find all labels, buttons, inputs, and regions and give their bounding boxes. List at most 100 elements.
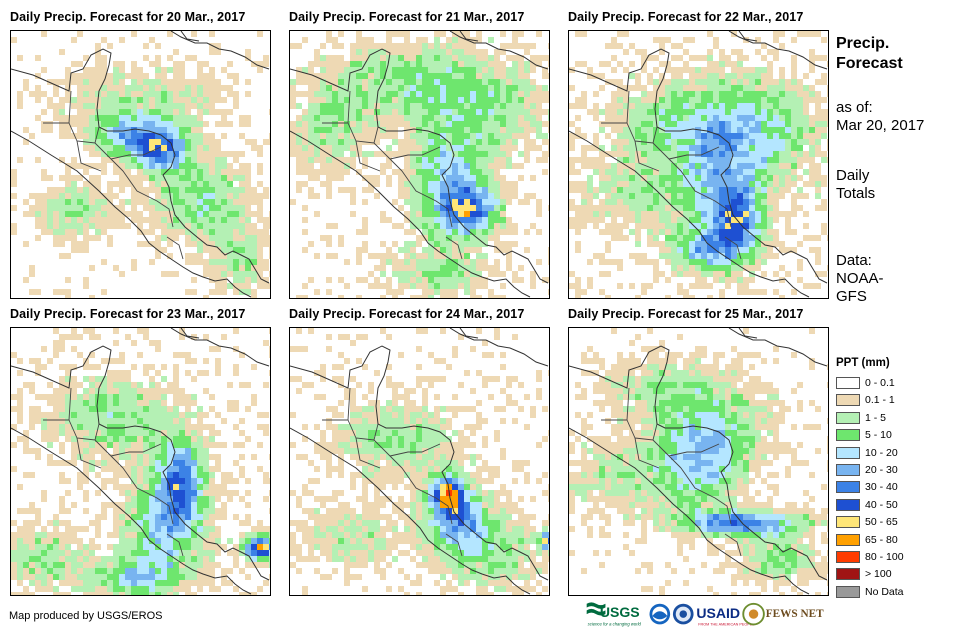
legend-label: 1 - 5: [865, 411, 887, 424]
legend-swatch: [836, 377, 860, 389]
fewsnet-logo: FEWS NET: [742, 602, 824, 626]
legend-label: > 100: [865, 568, 892, 581]
coastline: [569, 427, 810, 595]
precip-field: [569, 31, 828, 298]
coastline: [738, 31, 758, 42]
coastline: [290, 48, 549, 284]
country-borders: [601, 387, 742, 557]
country-borders: [43, 90, 184, 260]
coastline: [449, 31, 549, 70]
legend-label: 20 - 30: [865, 464, 898, 476]
legend-swatch: [836, 585, 860, 598]
legend-swatch: [836, 464, 860, 476]
coastline: [11, 345, 270, 581]
legend-swatch: [836, 516, 860, 529]
coastline: [180, 328, 200, 339]
coastline: [11, 48, 270, 284]
precip-map-svg: [290, 328, 549, 595]
side-title: Precip. Forecast: [836, 34, 903, 74]
legend-label: 0 - 0.1: [865, 377, 895, 389]
coastline: [728, 328, 828, 367]
legend-label: 65 - 80: [865, 533, 898, 546]
country-borders: [601, 90, 742, 260]
logos-strip: USGS science for a changing world USAID …: [586, 602, 824, 627]
legend-label: 40 - 50: [865, 498, 898, 511]
panel-title-5: Daily Precip. Forecast for 24 Mar., 2017: [289, 307, 525, 321]
legend-title: PPT (mm): [836, 357, 890, 369]
country-borders: [322, 387, 463, 557]
legend-swatch: [836, 411, 860, 424]
precip-map-svg: [11, 31, 270, 298]
forecast-map-4: [10, 327, 271, 596]
panel-title-4: Daily Precip. Forecast for 23 Mar., 2017: [10, 307, 246, 321]
totals-block: Daily Totals: [836, 167, 875, 203]
coastline: [290, 345, 549, 581]
totals-line1: Daily: [836, 167, 870, 184]
coastline: [459, 328, 479, 339]
country-borders: [322, 90, 463, 260]
data-source-block: Data: NOAA- GFS: [836, 252, 884, 306]
forecast-map-1: [10, 30, 271, 299]
legend-label: 10 - 20: [865, 446, 898, 459]
coastline: [11, 130, 252, 298]
forecast-map-5: [289, 327, 550, 596]
usgs-logo-text: USGS: [600, 604, 640, 620]
data-source-line3: GFS: [836, 288, 867, 305]
usgs-tagline: science for a changing world: [588, 621, 642, 626]
coastline: [459, 31, 479, 42]
forecast-map-6: [568, 327, 829, 596]
panel-title-1: Daily Precip. Forecast for 20 Mar., 2017: [10, 10, 246, 24]
precip-field: [11, 328, 270, 595]
country-borders: [43, 387, 184, 557]
legend-swatch: [836, 429, 860, 442]
legend-swatch: [836, 533, 860, 546]
forecast-map-2: [289, 30, 550, 299]
coastline: [569, 345, 828, 581]
coastline: [728, 31, 828, 70]
legend-label: 0.1 - 1: [865, 394, 895, 407]
as-of-date: Mar 20, 2017: [836, 117, 925, 134]
data-source-label: Data:: [836, 252, 872, 269]
legend-label: No Data: [865, 585, 904, 598]
panel-title-6: Daily Precip. Forecast for 25 Mar., 2017: [568, 307, 804, 321]
legend-swatch: [836, 551, 860, 563]
noaa-logo: [649, 603, 671, 625]
legend-swatch: [836, 446, 860, 459]
precip-map-svg: [290, 31, 549, 298]
legend-swatch: [836, 568, 860, 581]
precip-map-svg: [569, 31, 828, 298]
usaid-logo: USAID FROM THE AMERICAN PEOPLE: [696, 605, 755, 627]
coastline: [290, 130, 531, 298]
nws-logo: [672, 603, 694, 625]
coastline: [170, 31, 270, 70]
legend-label: 80 - 100: [865, 551, 904, 563]
usaid-tagline: FROM THE AMERICAN PEOPLE: [698, 622, 755, 626]
credit-text: Map produced by USGS/EROS: [9, 610, 163, 622]
coastline: [290, 427, 531, 595]
coastline: [180, 31, 200, 42]
as-of-label: as of:: [836, 99, 873, 116]
panel-title-2: Daily Precip. Forecast for 21 Mar., 2017: [289, 10, 525, 24]
data-source-line2: NOAA-: [836, 270, 884, 287]
coastline: [569, 130, 810, 298]
side-title-line1: Precip.: [836, 35, 890, 52]
coastline: [170, 328, 270, 367]
panel-title-3: Daily Precip. Forecast for 22 Mar., 2017: [568, 10, 804, 24]
usgs-logo: USGS science for a changing world: [586, 602, 642, 626]
side-title-line2: Forecast: [836, 55, 903, 72]
forecast-map-3: [568, 30, 829, 299]
coastline: [738, 328, 758, 339]
coastline: [11, 427, 252, 595]
precip-field: [11, 31, 270, 298]
legend-swatch: [836, 394, 860, 407]
precip-field: [290, 328, 549, 595]
fewsnet-logo-text: FEWS NET: [766, 608, 824, 620]
legend-swatch: [836, 498, 860, 511]
precip-field: [290, 31, 549, 298]
coastline: [569, 48, 828, 284]
totals-line2: Totals: [836, 185, 876, 202]
legend-label: 50 - 65: [865, 516, 898, 529]
precip-map-svg: [11, 328, 270, 595]
precip-map-svg: [569, 328, 828, 595]
as-of-block: as of: Mar 20, 2017: [836, 99, 924, 135]
